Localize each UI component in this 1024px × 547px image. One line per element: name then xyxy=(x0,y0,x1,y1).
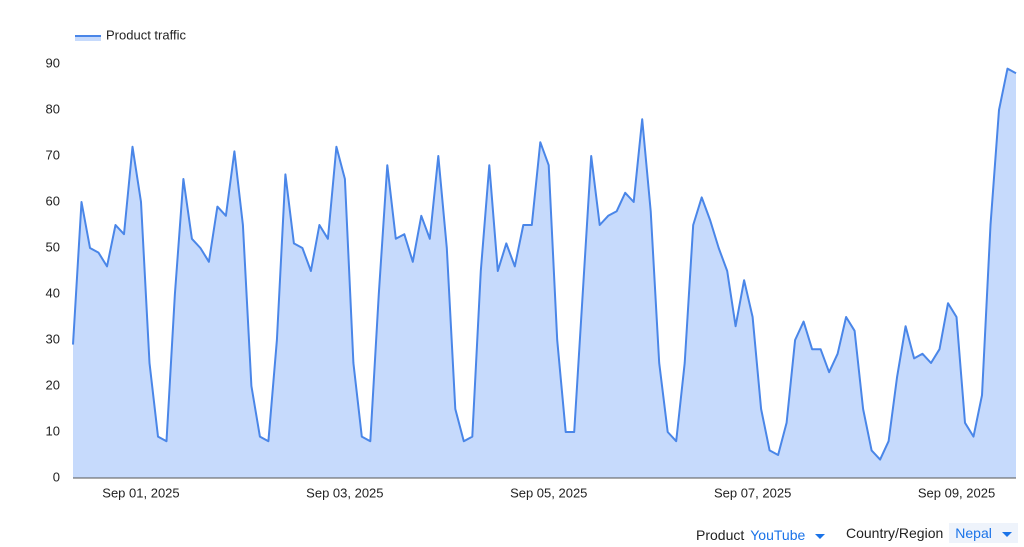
x-tick-label: Sep 09, 2025 xyxy=(918,485,995,500)
region-filter: Country/Region Nepal xyxy=(846,523,1018,543)
legend-swatch-fill xyxy=(75,37,101,41)
x-tick-label: Sep 01, 2025 xyxy=(102,485,179,500)
x-tick-label: Sep 03, 2025 xyxy=(306,485,383,500)
legend-label: Product traffic xyxy=(106,27,186,42)
y-tick-label: 70 xyxy=(46,147,60,162)
filter-label: Product xyxy=(696,527,745,543)
y-tick-label: 50 xyxy=(46,239,60,254)
y-tick-label: 90 xyxy=(46,55,60,70)
filter-label: Country/Region xyxy=(846,525,944,541)
y-tick-label: 80 xyxy=(46,101,60,116)
y-tick-label: 0 xyxy=(53,469,60,484)
y-tick-label: 40 xyxy=(46,285,60,300)
area xyxy=(73,68,1016,478)
y-tick-label: 20 xyxy=(46,377,60,392)
x-tick-label: Sep 07, 2025 xyxy=(714,485,791,500)
y-tick-label: 30 xyxy=(46,331,60,346)
y-tick-label: 10 xyxy=(46,423,60,438)
y-tick-label: 60 xyxy=(46,193,60,208)
chart: 0 10 20 30 40 50 60 70 80 90 Sep 01, 2025 Sep 03, 2… xyxy=(46,27,1017,500)
product-filter: Product YouTube xyxy=(696,527,825,543)
filter-dropdown[interactable]: Nepal xyxy=(949,523,1018,543)
x-tick-label: Sep 05, 2025 xyxy=(510,485,587,500)
line xyxy=(72,67,1017,461)
filter-dropdown[interactable]: YouTube xyxy=(750,527,825,543)
